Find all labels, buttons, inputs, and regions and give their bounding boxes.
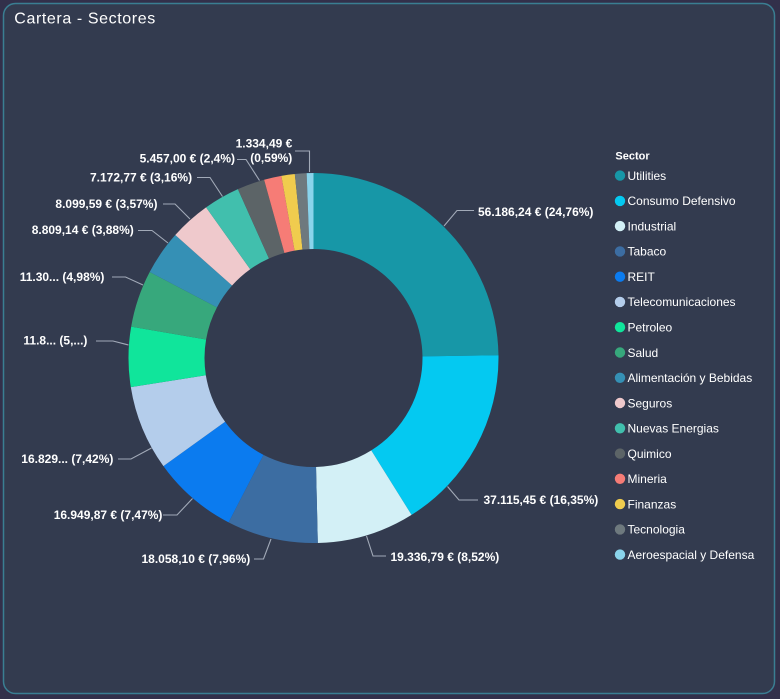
svg-text:19.336,79 € (8,52%): 19.336,79 € (8,52%) (391, 550, 500, 564)
svg-text:(0,59%): (0,59%) (250, 151, 292, 165)
svg-text:37.115,45 € (16,35%): 37.115,45 € (16,35%) (484, 493, 599, 507)
svg-text:Seguros: Seguros (628, 396, 673, 410)
svg-text:Consumo Defensivo: Consumo Defensivo (628, 194, 736, 208)
svg-text:Utilities: Utilities (628, 169, 667, 183)
svg-text:Petroleo: Petroleo (628, 321, 673, 335)
svg-text:56.186,24 € (24,76%): 56.186,24 € (24,76%) (478, 205, 593, 219)
svg-text:Sector: Sector (615, 151, 650, 163)
svg-text:8.099,59 € (3,57%): 8.099,59 € (3,57%) (55, 197, 157, 211)
svg-text:Quimico: Quimico (628, 447, 672, 461)
svg-text:REIT: REIT (628, 270, 656, 284)
svg-text:Cartera - Sectores: Cartera - Sectores (14, 11, 156, 28)
svg-text:11.8... (5,...): 11.8... (5,...) (23, 334, 87, 348)
svg-text:7.172,77 € (3,16%): 7.172,77 € (3,16%) (90, 170, 192, 184)
svg-text:Alimentación y Bebidas: Alimentación y Bebidas (628, 371, 753, 385)
svg-text:Finanzas: Finanzas (628, 497, 677, 511)
svg-text:18.058,10 € (7,96%): 18.058,10 € (7,96%) (142, 552, 251, 566)
svg-text:Tecnologia: Tecnologia (628, 523, 686, 537)
svg-text:16.829... (7,42%): 16.829... (7,42%) (21, 452, 113, 466)
svg-text:8.809,14 € (3,88%): 8.809,14 € (3,88%) (32, 223, 134, 237)
svg-text:Telecomunicaciones: Telecomunicaciones (628, 295, 736, 309)
svg-text:Salud: Salud (628, 346, 659, 360)
svg-text:Tabaco: Tabaco (628, 245, 667, 259)
svg-text:16.949,87 € (7,47%): 16.949,87 € (7,47%) (54, 508, 163, 522)
svg-text:11.30... (4,98%): 11.30... (4,98%) (20, 270, 105, 284)
svg-text:1.334,49 €: 1.334,49 € (236, 137, 293, 151)
svg-text:Aeroespacial y Defensa: Aeroespacial y Defensa (628, 548, 755, 562)
svg-text:Industrial: Industrial (628, 219, 677, 233)
svg-text:Mineria: Mineria (628, 472, 668, 486)
svg-text:5.457,00 € (2,4%): 5.457,00 € (2,4%) (140, 152, 235, 166)
svg-text:Nuevas Energias: Nuevas Energias (628, 422, 719, 436)
